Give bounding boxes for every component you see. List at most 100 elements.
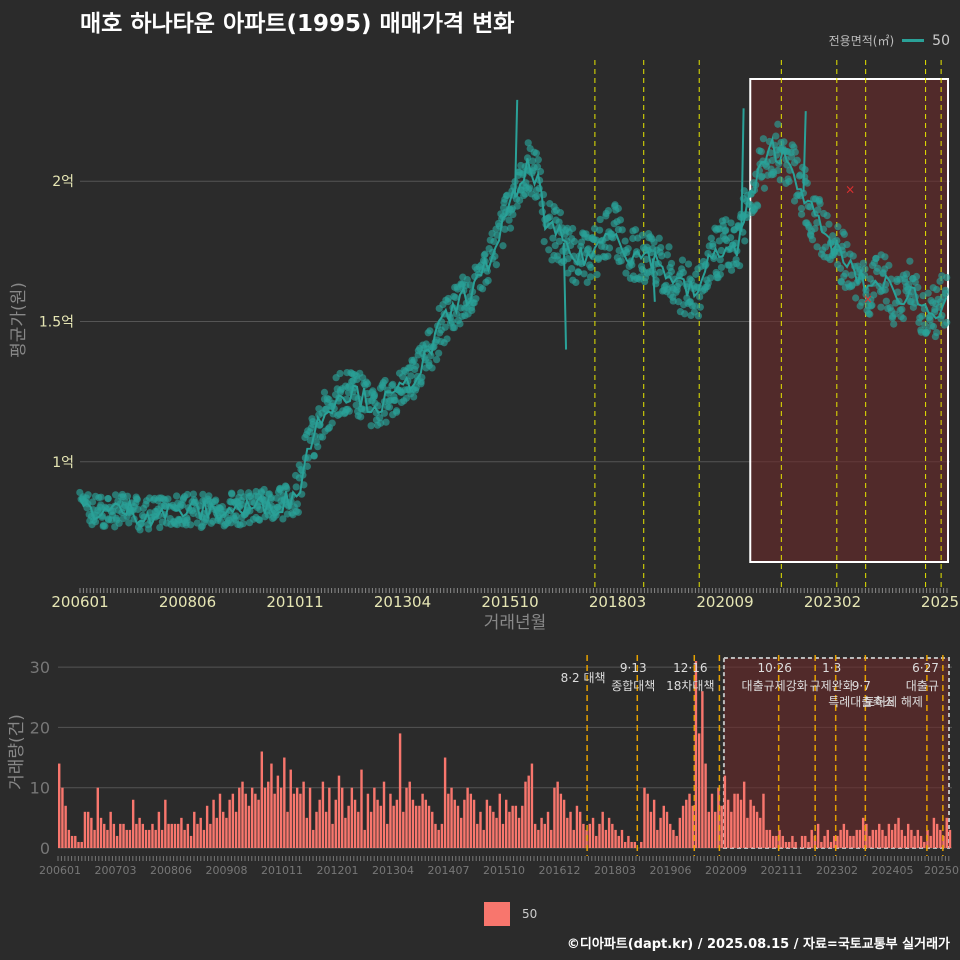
volume-bar [775,835,778,848]
data-point [706,274,715,282]
volume-bar [103,823,106,848]
legend-line-swatch [902,39,925,42]
bar-highlight-range [722,657,950,849]
volume-bar [234,811,238,848]
data-point [492,261,500,269]
data-point [546,213,554,221]
data-point [433,356,441,364]
data-point [428,364,436,372]
volume-bar [505,799,508,848]
volume-bar [517,817,521,848]
data-point [426,327,434,335]
data-point [741,237,749,245]
data-point [279,515,287,523]
data-point [759,135,768,143]
volume-bar [279,787,283,848]
data-point [238,500,246,509]
data-point [164,495,172,503]
data-point [692,270,700,278]
data-point [663,251,671,259]
volume-bar [321,781,325,848]
volume-bar [202,829,206,848]
volume-bar [939,829,942,848]
trend-spike [651,258,656,302]
data-point [836,264,845,272]
data-point [814,206,822,214]
data-point [115,519,123,527]
volume-bar [694,661,698,848]
bar-x-tick-label: 200601 [39,864,81,877]
volume-bar [910,829,913,848]
volume-bar [855,829,858,848]
data-point [441,323,449,331]
volume-bar [813,835,817,848]
data-point [803,179,811,187]
data-point [861,265,869,273]
data-point [847,271,856,279]
data-point [808,236,817,244]
volume-bar [823,835,826,848]
volume-bar [93,829,96,848]
volume-bar [620,829,624,848]
data-point [849,252,857,260]
volume-bar [858,829,862,848]
data-point [941,286,949,294]
volume-bar [678,817,682,848]
volume-bar [742,781,746,848]
data-point [393,407,401,415]
volume-bar [148,829,151,848]
bar-y-tick-label: 10 [30,779,50,798]
volume-bar [614,829,617,848]
data-point [239,520,247,528]
volume-bar [556,781,559,848]
volume-bar [141,823,145,848]
legend: 전용면적(㎡) 50 [829,32,950,49]
volume-bar [675,835,678,848]
data-point [516,196,524,204]
volume-bar [633,841,637,848]
volume-bar [524,781,527,848]
volume-bar [67,829,71,848]
volume-bar [222,811,225,848]
volume-bar [810,829,813,848]
data-point [658,252,666,260]
volume-bar [225,817,228,848]
data-point [735,262,744,270]
volume-bar [331,823,334,848]
policy-label: 9·13 [620,661,647,675]
data-point [564,255,572,263]
data-point [468,306,476,315]
volume-bar [575,805,579,848]
volume-bar [482,829,485,848]
data-point [691,302,699,310]
volume-bar [360,769,363,848]
volume-bar [627,835,630,848]
data-point [276,486,285,494]
data-point [797,204,806,213]
volume-bar [781,835,784,848]
volume-bar [894,823,897,848]
volume-bar [340,787,344,848]
volume-bar [99,817,103,848]
data-point [696,293,704,301]
volume-bar [730,811,733,848]
data-point [570,237,579,246]
volume-bar [424,799,428,848]
volume-bar [749,799,752,848]
volume-bar [640,841,643,848]
data-point [402,394,411,402]
data-point [866,310,874,318]
data-point [707,234,715,242]
data-point [923,327,932,335]
data-point [412,362,420,370]
data-point [813,219,821,227]
data-point [665,243,673,251]
data-point [569,224,577,233]
data-point [532,149,541,157]
volume-bar [890,829,894,848]
data-point [882,297,890,305]
data-point [410,393,418,401]
data-point [417,380,425,388]
volume-bar [868,835,871,848]
data-point [899,314,907,323]
